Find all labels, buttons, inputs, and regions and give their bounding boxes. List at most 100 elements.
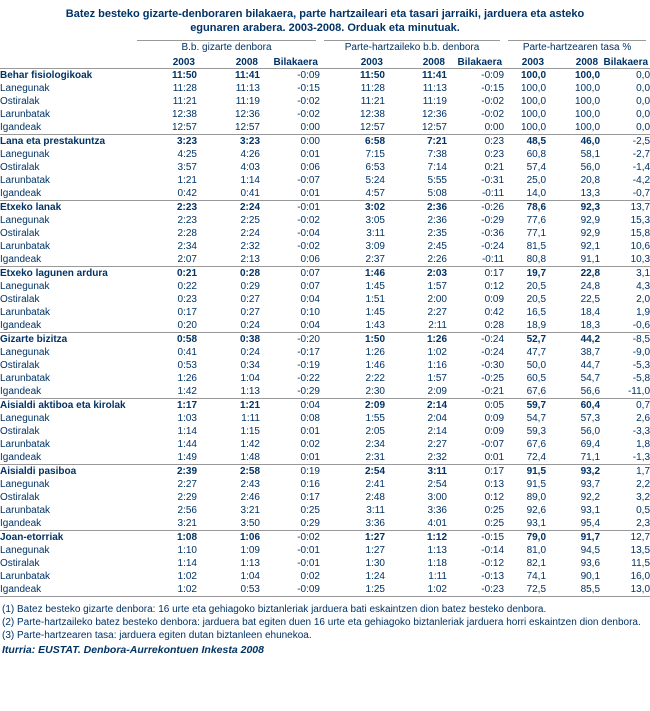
section-total-cell: 3:23 xyxy=(197,134,260,148)
value-cell: 1:45 xyxy=(365,281,385,292)
value-cell: 2:26 xyxy=(427,254,447,265)
value-cell: 100,0 xyxy=(521,122,547,133)
section-total-cell: 3:02 xyxy=(320,200,385,214)
value-cell: 0:00 xyxy=(300,122,320,133)
value-cell: 0:07 xyxy=(300,281,320,292)
value-cell: 0:01 xyxy=(484,452,505,463)
section-total-cell: 11:41 xyxy=(385,68,447,82)
value-cell: 0:53 xyxy=(177,360,197,371)
value-cell: -0:13 xyxy=(481,571,505,582)
value-cell: 2:56 xyxy=(177,505,197,516)
value-cell: -0:23 xyxy=(447,583,505,597)
value-cell: 0:27 xyxy=(240,307,260,318)
value-cell: -0:30 xyxy=(481,360,505,371)
value-cell: 72,4 xyxy=(526,452,547,463)
activity-section: Joan-etorriak 1:08 1:06 -0:02 1:27 1:12 -0:15 7… xyxy=(0,530,650,597)
value-cell: 2:30 xyxy=(365,386,385,397)
value-cell: 18,9 xyxy=(526,320,547,331)
day-label: Larunbatak xyxy=(0,241,51,252)
value-cell: 57,3 xyxy=(580,413,601,424)
value-cell: 2:37 xyxy=(365,254,385,265)
day-label: Ostiralak xyxy=(0,162,40,173)
value-cell: 7:15 xyxy=(365,149,385,160)
value-cell: 0,5 xyxy=(636,505,650,516)
value-cell: -0:21 xyxy=(481,386,505,397)
day-label: Larunbatak xyxy=(0,373,51,384)
section-total-cell: 22,8 xyxy=(546,266,601,280)
value-cell: -4,2 xyxy=(632,175,650,186)
day-label: Lanegunak xyxy=(0,215,50,226)
value-cell: 1:02 xyxy=(177,571,197,582)
value-cell: 77,6 xyxy=(526,215,547,226)
value-cell: -1,4 xyxy=(632,162,650,173)
value-cell: 0:22 xyxy=(177,281,197,292)
value-cell: 2:22 xyxy=(365,373,385,384)
year-header-row: 2003 2008 Bilakaera 2003 2008 Bilakaera … xyxy=(0,53,650,69)
value-cell: 20,8 xyxy=(580,175,601,186)
day-row: Ostiralak 1:14 1:13 -0:01 1:30 1:18 -0:12 82,1 9… xyxy=(0,557,650,570)
value-cell: 100,0 xyxy=(521,83,547,94)
section-total-cell: -0:01 xyxy=(260,200,320,214)
section-total-cell: -0:02 xyxy=(260,530,320,544)
value-cell: 2,2 xyxy=(636,479,650,490)
day-label: Larunbatak xyxy=(0,175,51,186)
value-cell: 3:36 xyxy=(365,518,385,529)
section-total-cell: 52,7 xyxy=(504,332,547,346)
value-cell: 4:26 xyxy=(240,149,260,160)
value-cell: 3:21 xyxy=(177,518,197,529)
value-cell: 0:27 xyxy=(240,294,260,305)
activity-section: Gizarte bizitza 0:58 0:38 -0:20 1:50 1:26 -0:2… xyxy=(0,332,650,399)
day-label: Igandeak xyxy=(0,320,42,331)
section-total-cell: 60,4 xyxy=(546,398,601,412)
day-label: Lanegunak xyxy=(0,83,50,94)
value-cell: -0:01 xyxy=(297,558,320,569)
day-label: Igandeak xyxy=(0,122,42,133)
value-cell: 11:28 xyxy=(360,83,385,94)
value-cell: 12:57 xyxy=(171,122,197,133)
section-total-cell: 2:58 xyxy=(197,464,260,478)
page-title-line-1: Batez besteko gizarte-denboraren bilakae… xyxy=(65,8,585,20)
value-cell: 13,0 xyxy=(600,583,650,597)
value-cell: 4:57 xyxy=(365,188,385,199)
year-header: Bilakaera xyxy=(600,53,650,69)
value-cell: 74,1 xyxy=(526,571,547,582)
section-total-cell: 1:06 xyxy=(197,530,260,544)
value-cell: 77,1 xyxy=(526,228,547,239)
value-cell: -0:02 xyxy=(481,96,505,107)
value-cell: 0:12 xyxy=(484,281,505,292)
value-cell: 4:25 xyxy=(177,149,197,160)
value-cell: 13,3 xyxy=(580,188,601,199)
section-total-cell: -0:09 xyxy=(447,68,505,82)
day-label: Ostiralak xyxy=(0,96,40,107)
value-cell: 50,0 xyxy=(526,360,547,371)
value-cell: 0:21 xyxy=(484,162,505,173)
value-cell: 20,5 xyxy=(526,281,547,292)
value-cell: 1:42 xyxy=(240,439,260,450)
section-total-cell: 0,7 xyxy=(600,398,650,412)
section-total-cell: 100,0 xyxy=(504,68,547,82)
value-cell: 1:14 xyxy=(177,558,197,569)
value-cell: 93,1 xyxy=(526,518,547,529)
value-cell: 2:46 xyxy=(240,492,260,503)
day-label: Ostiralak xyxy=(0,558,40,569)
day-label: Ostiralak xyxy=(0,294,40,305)
value-cell: 18,3 xyxy=(580,320,601,331)
section-total-cell: 48,5 xyxy=(504,134,547,148)
day-row: Larunbatak 1:44 1:42 0:02 2:34 2:27 -0:07 67,6 6… xyxy=(0,438,650,451)
value-cell: 2,6 xyxy=(636,413,650,424)
section-total-cell: 6:58 xyxy=(320,134,385,148)
value-cell: 0:09 xyxy=(484,413,505,424)
value-cell: 1:16 xyxy=(427,360,447,371)
section-total-row: Etxeko lanak 2:23 2:24 -0:01 3:02 2:36 -0:26 78… xyxy=(0,200,650,214)
section-total-cell: 1:50 xyxy=(320,332,385,346)
footnote-1: (1) Batez besteko gizarte denbora: 16 ur… xyxy=(2,604,547,615)
value-cell: -0:31 xyxy=(481,175,505,186)
day-row: Igandeak 3:21 3:50 0:29 3:36 4:01 0:25 93,1 95,4… xyxy=(0,517,650,531)
value-cell: 92,2 xyxy=(580,492,601,503)
value-cell: 25,0 xyxy=(526,175,547,186)
section-total-cell: 0,0 xyxy=(600,68,650,82)
value-cell: 12:38 xyxy=(171,109,197,120)
value-cell: 3:21 xyxy=(240,505,260,516)
section-total-cell: 0:19 xyxy=(260,464,320,478)
year-header: 2008 xyxy=(546,53,601,69)
